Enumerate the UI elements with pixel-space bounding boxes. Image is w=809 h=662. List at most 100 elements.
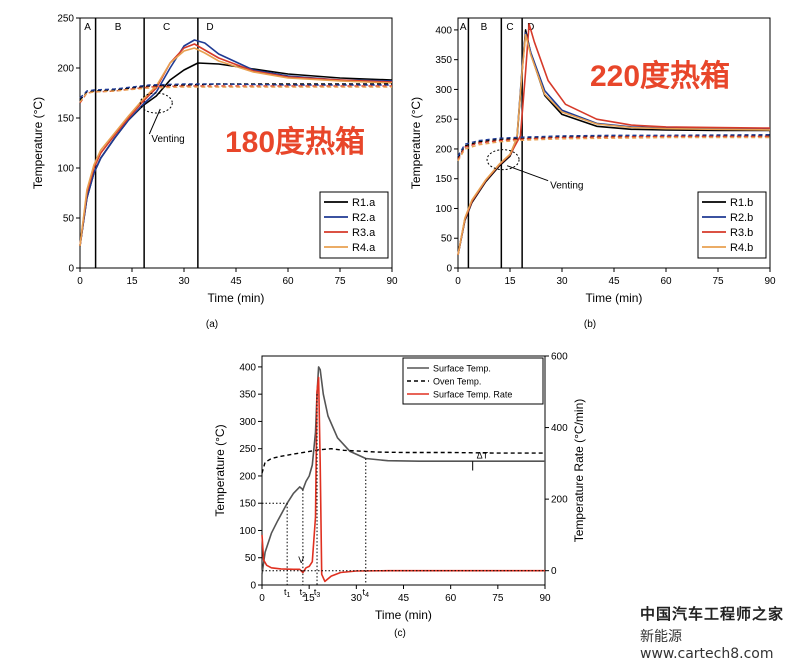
x-tick-label: 15 [504,276,516,287]
stage-label: C [163,22,170,33]
overlay-title: 180度热箱 [225,126,365,159]
marker-label: t2 [300,587,307,599]
y-axis-label: Temperature (°C) [213,424,227,516]
delta-label: ΔT [477,451,489,461]
legend-box [402,357,544,405]
stage-label: A [84,22,91,33]
series-line-oven-7 [457,136,770,162]
y-tick-label: 50 [63,214,75,225]
y-tick-label: 50 [245,553,257,564]
x-tick-label: 15 [304,593,316,604]
x-tick-label: 75 [334,276,346,287]
y-axis-label-right: Temperature Rate (°C/min) [572,399,586,543]
y-tick-label: 400 [239,362,256,373]
x-tick-label: 0 [455,276,461,287]
y-tick-label: 200 [435,144,452,155]
x-tick-label: 45 [398,593,410,604]
x-axis-label: Time (min) [375,608,432,622]
y-right-tick-label: 400 [551,423,568,434]
watermark: 中国汽车工程师之家 新能源 www.cartech8.com [640,603,809,662]
x-tick-label: 0 [77,276,83,287]
caption: (c) [394,628,406,639]
legend-label: R2.b [730,212,753,224]
series-line-r2-a [79,39,393,247]
venting-arrow [148,108,161,135]
y-tick-label: 350 [435,55,452,66]
series-line-r4-b [457,33,771,256]
x-axis-label: Time (min) [586,291,643,305]
stage-label: C [506,22,513,33]
watermark-line2: 新能源 www.cartech8.com [640,629,774,662]
y-tick-label: 100 [435,204,452,215]
y-tick-label: 0 [446,264,452,275]
legend-label: Oven Temp. [433,377,481,387]
caption: (b) [584,319,596,330]
chart-a: 0 15 30 45 60 75 90 0 50 100 150 200 250 Time (min) Te… [31,14,398,331]
series-line-oven-5 [79,83,392,99]
chart-b: 0 15 30 45 60 75 90 0 50 100 150 200 250 300 350 400 Tim… [409,17,776,330]
x-tick-label: 30 [178,276,190,287]
y-tick-label: 350 [239,390,256,401]
y-tick-label: 0 [68,264,74,275]
x-tick-label: 60 [445,593,457,604]
y-axis-label: Temperature (°C) [31,97,45,189]
marker-label: t4 [363,587,370,599]
x-tick-label: 60 [660,276,672,287]
caption: (a) [206,319,218,330]
y-right-tick-label: 200 [551,495,568,506]
series-line-surface-temp-rate [261,376,545,583]
x-tick-label: 30 [556,276,568,287]
y-tick-label: 400 [435,25,452,36]
marker-label: t1 [284,587,291,599]
series-line-oven-4 [457,135,770,159]
stage-label: A [460,22,467,33]
legend-label: R3.b [730,227,753,239]
y-tick-label: 250 [239,444,256,455]
venting-circle [139,92,173,114]
x-tick-label: 30 [351,593,363,604]
legend-label: Surface Temp. Rate [433,390,512,400]
legend-label: R4.b [730,242,753,254]
y-tick-label: 100 [57,164,74,175]
y-tick-label: 200 [239,471,256,482]
marker-label: t3 [314,587,321,599]
series-line-oven-temp- [261,448,545,474]
overlay-title: 220度热箱 [590,60,730,93]
y-tick-label: 0 [250,581,256,592]
venting-label: Venting [550,181,583,192]
y-right-tick-label: 0 [551,566,557,577]
x-tick-label: 60 [282,276,294,287]
y-tick-label: 150 [57,114,74,125]
x-tick-label: 75 [712,276,724,287]
legend-label: R2.a [352,212,376,224]
x-tick-label: 90 [386,276,398,287]
series-line-oven-4 [79,83,392,101]
x-tick-label: 45 [608,276,620,287]
x-tick-label: 0 [259,593,265,604]
legend-label: R1.b [730,197,753,209]
y-tick-label: 250 [57,14,74,25]
series-line-oven-6 [79,85,392,104]
legend-label: Surface Temp. [433,364,491,374]
legend-label: R1.a [352,197,376,209]
series-line-oven-5 [457,134,771,157]
series-line-oven-6 [457,135,770,161]
y-tick-label: 150 [435,174,452,185]
stage-label: B [115,22,122,33]
x-tick-label: 45 [230,276,242,287]
stage-label: B [481,22,488,33]
y-tick-label: 250 [435,115,452,126]
series-line-r4-a [79,47,393,247]
stage-label: D [206,22,213,33]
y-tick-label: 50 [441,234,453,245]
x-tick-label: 90 [764,276,776,287]
y-right-tick-label: 600 [551,352,568,363]
x-tick-label: 90 [539,593,551,604]
y-tick-label: 100 [239,526,256,537]
venting-label: Venting [151,134,184,145]
venting-arrow [506,165,549,182]
x-tick-label: 75 [492,593,504,604]
y-axis-label: Temperature (°C) [409,97,423,189]
legend-label: R4.a [352,242,376,254]
